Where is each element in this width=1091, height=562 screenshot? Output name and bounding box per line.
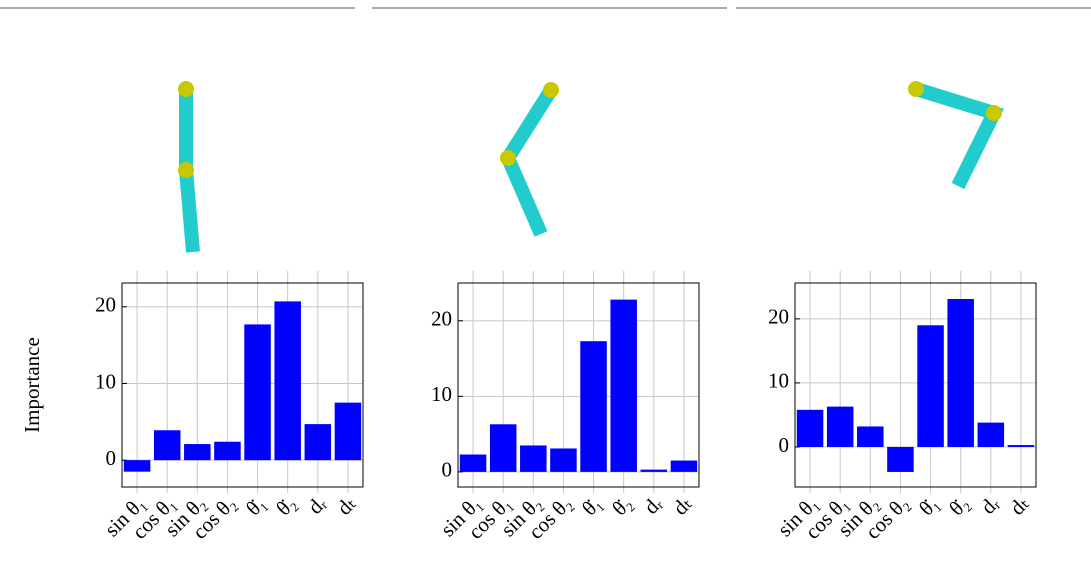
y-tick-label: 10 <box>95 369 116 393</box>
y-tick-label: 20 <box>431 307 452 331</box>
y-tick-label: 0 <box>779 433 790 457</box>
x-tick-label: θ̇₁ <box>914 491 943 520</box>
bar <box>460 455 487 472</box>
bar <box>154 430 181 460</box>
x-tick-label: dₜ <box>332 491 361 520</box>
y-tick-label: 10 <box>431 382 452 406</box>
x-tick-label: dᵣ <box>639 491 667 519</box>
x-tick-label: θ̇₁ <box>241 491 270 520</box>
joint <box>500 150 516 166</box>
pendulum-1 <box>178 81 194 252</box>
bar <box>184 444 211 460</box>
joint <box>986 105 1002 121</box>
pendulum-links <box>916 89 994 186</box>
pendulum-3 <box>908 81 1002 186</box>
figure: 01020sin θ₁cos θ₁sin θ₂cos θ₂θ̇₁θ̇₂dᵣdₜI… <box>0 0 1091 562</box>
x-tick-label: θ̇₁ <box>577 491 606 520</box>
x-tick-label: dᵣ <box>303 491 331 519</box>
bar <box>641 470 668 472</box>
bar <box>124 460 151 472</box>
joint <box>178 162 194 178</box>
joint <box>908 81 924 97</box>
plot-frame <box>795 283 1036 487</box>
pendulum-2 <box>500 82 559 234</box>
y-tick-label: 20 <box>768 305 789 329</box>
bar <box>610 300 637 472</box>
page: {"chart_data": [ {"type": "bar", "y_labe… <box>0 0 1091 562</box>
bar <box>797 410 824 447</box>
bar <box>244 324 271 460</box>
bar <box>550 448 577 471</box>
y-tick-label: 10 <box>768 369 789 393</box>
y-tick-label: 20 <box>95 293 116 317</box>
y-tick-label: 0 <box>106 446 117 470</box>
bar <box>1008 445 1035 447</box>
x-tick-label: dₜ <box>668 491 697 520</box>
bar <box>580 341 607 472</box>
x-tick-label: dₜ <box>1005 491 1034 520</box>
bar <box>671 461 698 472</box>
bar <box>857 426 884 446</box>
bar <box>917 325 944 447</box>
bar <box>887 447 914 472</box>
bar <box>947 299 974 447</box>
joint <box>178 81 194 97</box>
bar <box>305 424 332 460</box>
x-tick-label: dᵣ <box>976 491 1004 519</box>
bar <box>520 445 547 471</box>
bar <box>274 301 301 460</box>
y-tick-label: 0 <box>442 458 453 482</box>
bar <box>214 442 241 460</box>
x-tick-label: θ̇₂ <box>944 491 973 520</box>
x-tick-label: θ̇₂ <box>607 491 636 520</box>
y-axis-label: Importance <box>20 337 44 433</box>
bar <box>978 423 1005 447</box>
x-tick-label: θ̇₂ <box>271 491 300 520</box>
bar <box>335 403 362 461</box>
bar <box>490 424 517 472</box>
bar <box>827 407 854 447</box>
joint <box>543 82 559 98</box>
